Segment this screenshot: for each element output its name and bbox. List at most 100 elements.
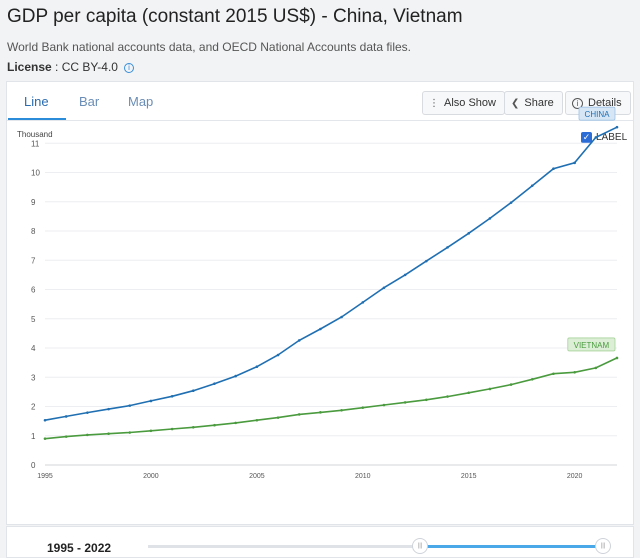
range-text: 1995 - 2022 bbox=[47, 541, 112, 555]
data-point[interactable] bbox=[467, 391, 471, 395]
data-point[interactable] bbox=[594, 136, 598, 139]
y-tick-label: 7 bbox=[31, 256, 36, 265]
data-point[interactable] bbox=[276, 416, 280, 419]
data-point[interactable] bbox=[64, 435, 68, 438]
data-point[interactable] bbox=[361, 301, 365, 304]
data-point[interactable] bbox=[319, 411, 322, 414]
data-point[interactable] bbox=[425, 259, 428, 263]
data-point[interactable] bbox=[128, 431, 132, 434]
data-point[interactable] bbox=[615, 356, 619, 360]
data-point[interactable] bbox=[276, 353, 280, 357]
series-lines bbox=[43, 125, 619, 440]
data-point[interactable] bbox=[467, 232, 471, 235]
y-tick-label: 9 bbox=[31, 198, 36, 207]
data-point[interactable] bbox=[234, 374, 237, 378]
data-point[interactable] bbox=[340, 409, 343, 412]
data-point[interactable] bbox=[361, 406, 365, 409]
data-point[interactable] bbox=[530, 184, 534, 187]
data-point[interactable] bbox=[446, 395, 449, 398]
data-point[interactable] bbox=[234, 421, 237, 425]
data-point[interactable] bbox=[149, 399, 153, 403]
checkbox-checked-icon[interactable]: ✓ bbox=[581, 132, 592, 143]
data-point[interactable] bbox=[191, 389, 195, 393]
data-point[interactable] bbox=[297, 339, 301, 342]
data-point[interactable] bbox=[573, 161, 576, 165]
tab-map[interactable]: Map bbox=[128, 94, 154, 109]
x-tick-label: 2000 bbox=[143, 473, 159, 480]
data-point[interactable] bbox=[509, 383, 513, 386]
series-end-label-box bbox=[578, 106, 616, 121]
y-tick-label: 4 bbox=[31, 344, 36, 353]
range-start-handle[interactable]: ||| bbox=[412, 538, 428, 554]
data-point[interactable] bbox=[530, 377, 534, 381]
data-point[interactable] bbox=[446, 246, 449, 249]
series-line-china[interactable] bbox=[44, 126, 618, 421]
data-point[interactable] bbox=[488, 217, 492, 220]
range-track[interactable] bbox=[148, 545, 604, 548]
data-point[interactable] bbox=[107, 407, 110, 411]
y-tick-label: 1 bbox=[31, 432, 36, 441]
label-toggle[interactable]: ✓ LABEL bbox=[581, 132, 627, 143]
data-point[interactable] bbox=[425, 398, 428, 402]
data-point[interactable] bbox=[382, 286, 386, 290]
data-point[interactable] bbox=[86, 433, 89, 437]
y-axis-unit-label: Thousand bbox=[17, 130, 53, 139]
y-tick-label: 5 bbox=[31, 315, 36, 324]
data-point[interactable] bbox=[403, 273, 407, 277]
data-point[interactable] bbox=[403, 401, 407, 404]
data-point[interactable] bbox=[573, 370, 576, 374]
x-tick-labels: 1995 2000 2005 2010 2015 2020 bbox=[37, 473, 582, 480]
y-tick-label: 11 bbox=[31, 139, 40, 148]
info-icon[interactable]: i bbox=[123, 63, 134, 73]
data-point[interactable] bbox=[43, 437, 47, 440]
data-point[interactable] bbox=[340, 315, 343, 319]
data-point[interactable] bbox=[64, 415, 68, 418]
y-tick-labels: 0 1 2 3 4 5 6 7 8 9 10 11 bbox=[31, 139, 40, 470]
data-point[interactable] bbox=[488, 387, 492, 391]
range-end-handle[interactable]: ||| bbox=[595, 538, 611, 554]
info-circle-icon: i bbox=[572, 97, 583, 109]
data-point[interactable] bbox=[213, 382, 216, 385]
license-line: License : CC BY-4.0 i bbox=[7, 60, 134, 74]
data-point[interactable] bbox=[594, 366, 598, 370]
series-end-label-box bbox=[567, 337, 616, 352]
share-label: Share bbox=[524, 97, 554, 109]
share-button[interactable]: ❮ Share bbox=[504, 91, 563, 115]
range-bar: 1995 - 2022 ||| ||| bbox=[6, 526, 634, 558]
y-tick-label: 0 bbox=[31, 461, 36, 470]
license-value: CC BY-4.0 bbox=[61, 60, 118, 74]
data-point[interactable] bbox=[255, 365, 259, 369]
data-source: World Bank national accounts data, and O… bbox=[7, 40, 412, 54]
series-end-label: CHINA bbox=[585, 110, 611, 119]
tab-line[interactable]: Line bbox=[24, 94, 49, 109]
data-point[interactable] bbox=[107, 432, 110, 436]
data-point[interactable] bbox=[255, 418, 259, 422]
data-point[interactable] bbox=[128, 404, 132, 407]
also-show-label: Also Show bbox=[444, 97, 496, 109]
data-point[interactable] bbox=[191, 425, 195, 429]
series-line-vietnam[interactable] bbox=[44, 357, 618, 440]
tab-bar[interactable]: Bar bbox=[79, 94, 100, 109]
data-point[interactable] bbox=[552, 372, 555, 376]
data-point[interactable] bbox=[297, 413, 301, 416]
data-point[interactable] bbox=[86, 411, 89, 414]
tabs-divider bbox=[7, 120, 633, 121]
data-point[interactable] bbox=[319, 327, 322, 331]
label-toggle-text: LABEL bbox=[596, 132, 628, 143]
data-point[interactable] bbox=[43, 418, 47, 422]
data-point[interactable] bbox=[615, 125, 619, 129]
share-icon: ❮ bbox=[511, 97, 520, 109]
y-tick-label: 8 bbox=[31, 227, 36, 236]
x-tick-label: 2020 bbox=[567, 473, 583, 480]
also-show-button[interactable]: ⋮ Also Show bbox=[422, 91, 505, 115]
data-point[interactable] bbox=[382, 403, 386, 407]
data-point[interactable] bbox=[170, 394, 174, 398]
data-point[interactable] bbox=[213, 423, 216, 427]
more-vertical-icon: ⋮ bbox=[429, 97, 439, 109]
y-tick-label: 10 bbox=[31, 169, 40, 178]
data-point[interactable] bbox=[149, 429, 153, 433]
y-tick-label: 2 bbox=[31, 403, 36, 412]
data-point[interactable] bbox=[170, 427, 174, 431]
data-point[interactable] bbox=[552, 167, 555, 170]
data-point[interactable] bbox=[509, 201, 513, 204]
